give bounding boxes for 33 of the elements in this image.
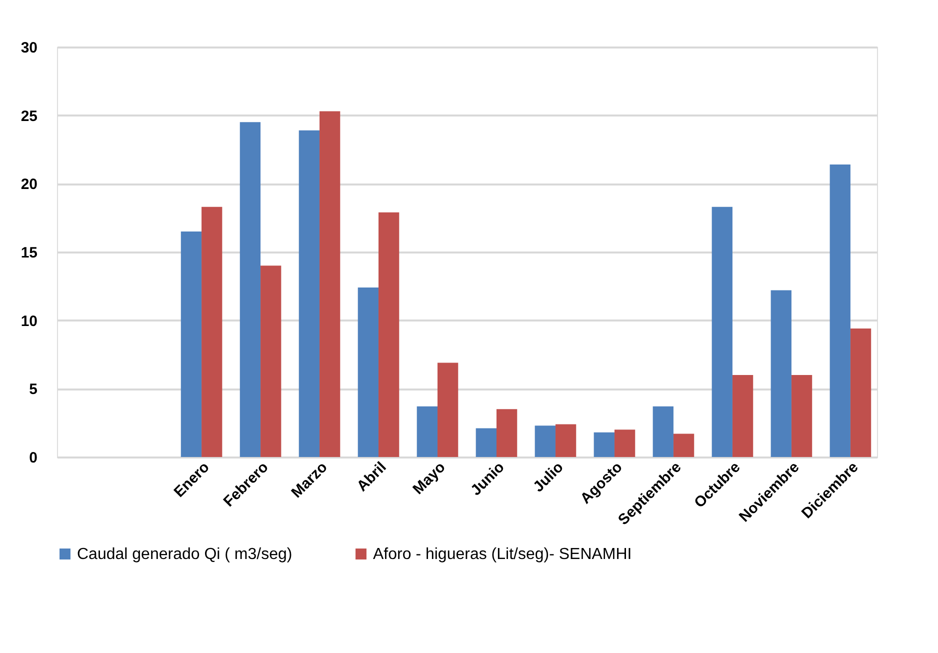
y-tick-label: 0 [29, 450, 38, 466]
legend-label: Caudal generado Qi ( m3/seg) [77, 546, 292, 563]
bar [850, 328, 872, 457]
y-tick-label: 20 [20, 176, 38, 194]
bar [673, 434, 694, 457]
y-tick-label: 30 [20, 40, 38, 56]
bar [416, 406, 438, 457]
bar [555, 424, 576, 457]
bar [732, 375, 754, 457]
bar [438, 362, 458, 457]
bar [770, 290, 792, 457]
bar [534, 426, 556, 457]
bar [298, 130, 320, 457]
bar [180, 232, 202, 457]
bar [260, 266, 282, 457]
y-tick-label: 10 [20, 312, 38, 330]
bar [712, 206, 732, 457]
bar [476, 428, 496, 457]
bar [202, 206, 222, 457]
bar [614, 430, 636, 457]
bar [358, 288, 379, 457]
bar [240, 122, 261, 457]
bar [791, 375, 812, 457]
y-tick-label: 25 [20, 108, 38, 125]
bar [378, 212, 400, 457]
bar [652, 406, 674, 457]
bar [830, 164, 850, 457]
y-tick-label: 5 [29, 381, 38, 398]
bar [594, 432, 614, 457]
bar [496, 409, 518, 457]
legend-label: Aforo - higueras (Lit/seg)- SENAMHI [373, 546, 632, 563]
y-tick-label: 15 [20, 244, 38, 262]
bar [320, 111, 340, 457]
